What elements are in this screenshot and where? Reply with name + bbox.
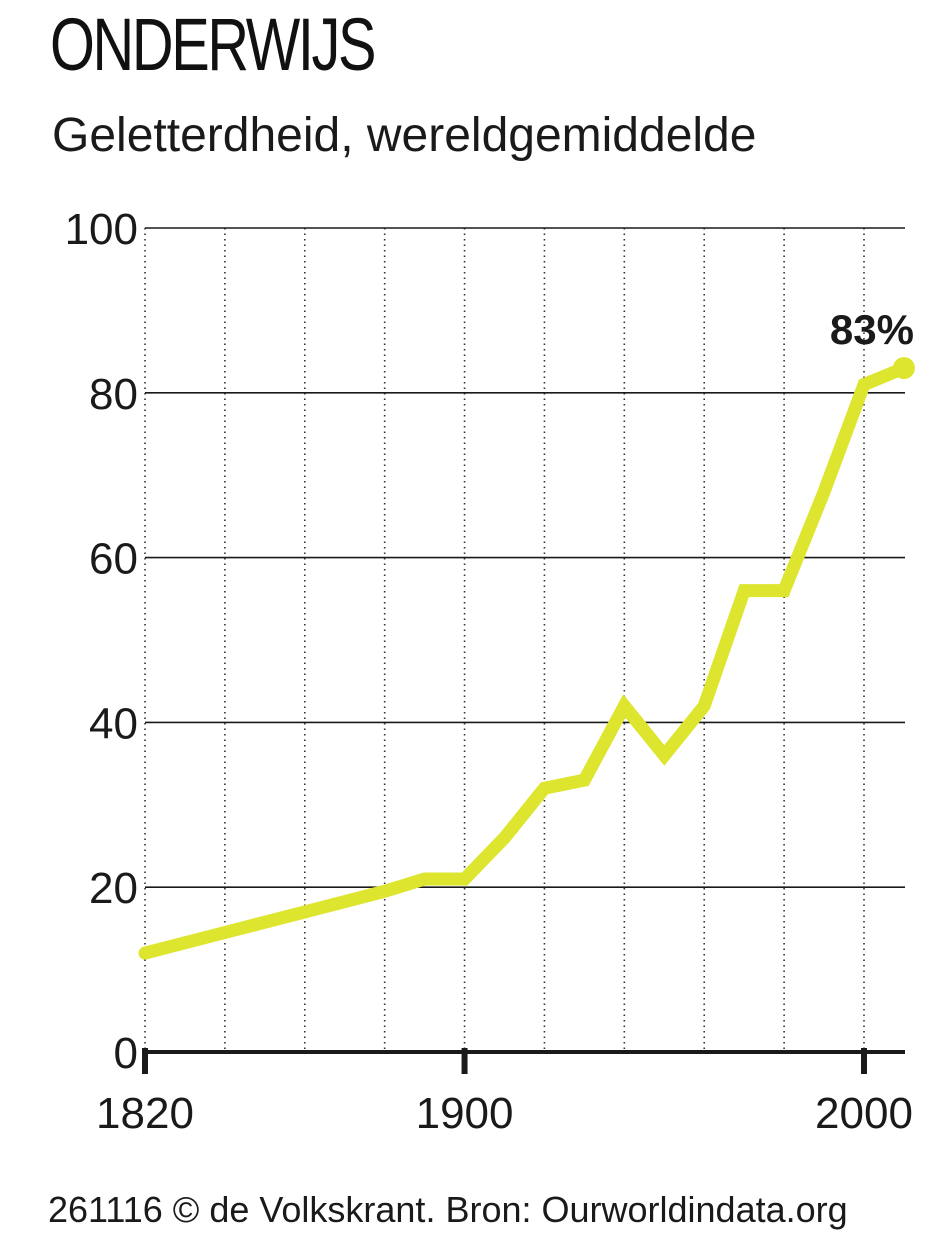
x-tick-label: 1900 <box>416 1089 514 1138</box>
x-tick-label: 2000 <box>815 1089 913 1138</box>
y-axis-labels: 0 20 40 60 80 100 <box>65 205 138 1078</box>
y-tick-label: 60 <box>89 535 138 584</box>
chart-title: ONDERWIJS <box>50 3 377 86</box>
source-credit: 261116 © de Volkskrant. Bron: Ourworldin… <box>48 1189 848 1230</box>
annotations: 83% <box>830 306 914 353</box>
x-axis: 1820 1900 2000 <box>96 1048 913 1138</box>
series-line <box>138 361 911 960</box>
chart-subtitle: Geletterdheid, wereldgemiddelde <box>52 109 757 162</box>
end-point <box>892 357 915 380</box>
y-tick-label: 100 <box>65 205 138 254</box>
horizontal-gridlines <box>145 227 905 889</box>
data-label: 83% <box>830 306 914 353</box>
y-tick-label: 40 <box>89 699 138 748</box>
y-tick-label: 0 <box>114 1029 138 1078</box>
x-tick-label: 1820 <box>96 1089 194 1138</box>
y-tick-label: 20 <box>89 864 138 913</box>
y-tick-label: 80 <box>89 370 138 419</box>
series-group <box>138 357 915 960</box>
